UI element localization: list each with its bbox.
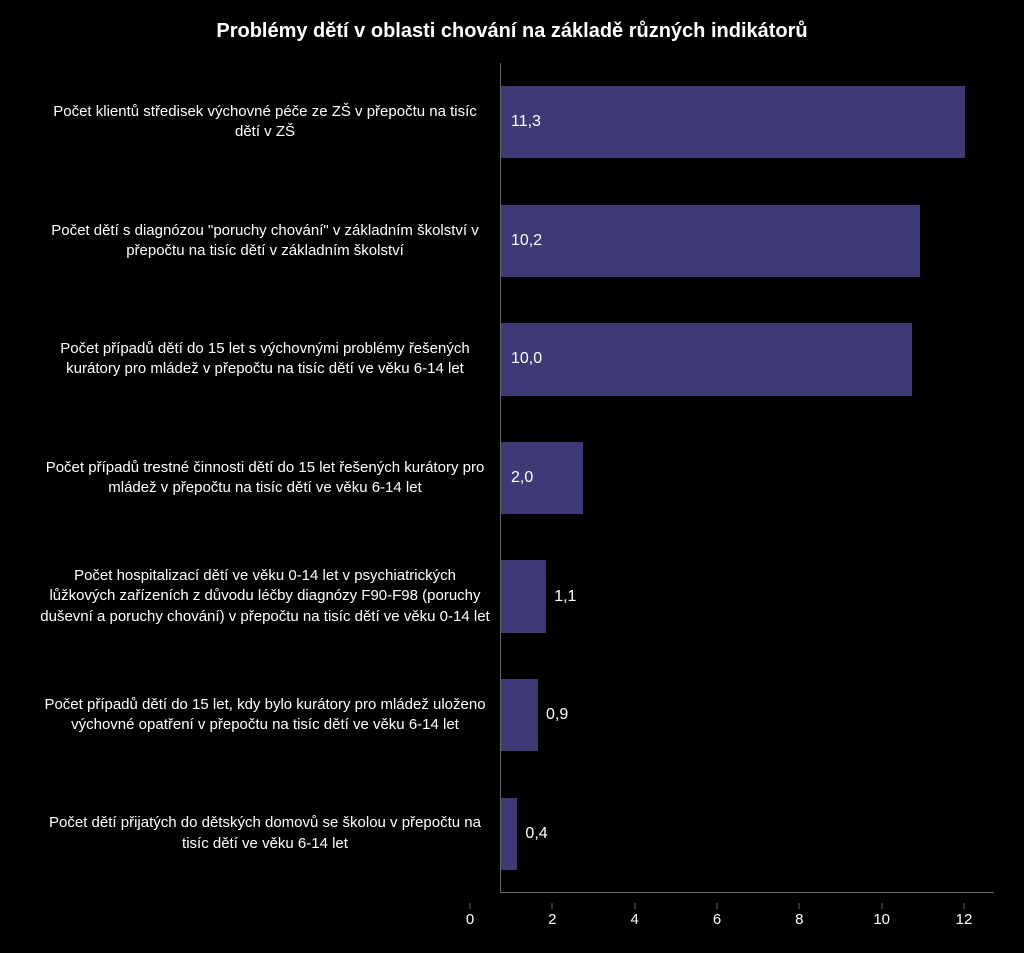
bar-row: 0,9: [501, 656, 994, 775]
bar-value-label: 10,0: [511, 350, 542, 368]
bar-value-label: 0,9: [546, 706, 568, 724]
bar-row: 2,0: [501, 419, 994, 538]
category-label: Počet dětí s diagnózou "poruchy chování"…: [30, 221, 500, 262]
x-tick-label: 2: [548, 911, 556, 928]
bar-row: 11,3: [501, 63, 994, 182]
category-row: Počet případů dětí do 15 let, kdy bylo k…: [30, 656, 500, 775]
x-tick-label: 6: [713, 911, 721, 928]
bar: 10,0: [501, 323, 912, 395]
category-label: Počet případů dětí do 15 let, kdy bylo k…: [30, 695, 500, 736]
bar: 10,2: [501, 205, 920, 277]
category-labels-column: Počet klientů středisek výchovné péče ze…: [30, 63, 500, 893]
bar-row: 10,2: [501, 182, 994, 301]
x-axis: 024681012: [470, 903, 1024, 933]
x-tick-label: 8: [795, 911, 803, 928]
chart-title: Problémy dětí v oblasti chování na zákla…: [30, 20, 994, 43]
bar-value-label: 2,0: [511, 469, 533, 487]
x-tick-mark: [717, 903, 718, 909]
bar: 11,3: [501, 86, 965, 158]
bar-value-label: 0,4: [525, 825, 547, 843]
category-row: Počet dětí přijatých do dětských domovů …: [30, 774, 500, 893]
x-tick-mark: [964, 903, 965, 909]
bar-row: 0,4: [501, 774, 994, 893]
category-row: Počet dětí s diagnózou "poruchy chování"…: [30, 182, 500, 301]
x-tick-mark: [799, 903, 800, 909]
bar: 1,1: [501, 560, 546, 632]
x-tick-mark: [634, 903, 635, 909]
category-row: Počet případů dětí do 15 let s výchovným…: [30, 300, 500, 419]
bar-row: 10,0: [501, 300, 994, 419]
category-label: Počet dětí přijatých do dětských domovů …: [30, 813, 500, 854]
bar-row: 1,1: [501, 537, 994, 656]
category-row: Počet hospitalizací dětí ve věku 0-14 le…: [30, 537, 500, 656]
plot-area: Počet klientů středisek výchovné péče ze…: [30, 63, 994, 893]
bar-value-label: 11,3: [511, 113, 541, 131]
category-label: Počet případů trestné činnosti dětí do 1…: [30, 458, 500, 499]
x-tick-mark: [881, 903, 882, 909]
category-row: Počet případů trestné činnosti dětí do 1…: [30, 419, 500, 538]
x-tick-label: 0: [466, 911, 474, 928]
bar: 2,0: [501, 442, 583, 514]
x-tick-mark: [552, 903, 553, 909]
bar-value-label: 10,2: [511, 232, 542, 250]
bars-column: 11,3 10,2 10,0 2,0 1,1 0,9 0,4: [500, 63, 994, 893]
category-label: Počet klientů středisek výchovné péče ze…: [30, 102, 500, 143]
bar: 0,9: [501, 679, 538, 751]
bar: 0,4: [501, 798, 517, 870]
category-row: Počet klientů středisek výchovné péče ze…: [30, 63, 500, 182]
category-label: Počet hospitalizací dětí ve věku 0-14 le…: [30, 566, 500, 627]
bar-value-label: 1,1: [554, 588, 576, 606]
x-tick-label: 12: [956, 911, 973, 928]
x-tick-label: 10: [873, 911, 890, 928]
category-label: Počet případů dětí do 15 let s výchovným…: [30, 339, 500, 380]
x-tick-mark: [470, 903, 471, 909]
chart-container: Problémy dětí v oblasti chování na zákla…: [0, 0, 1024, 953]
x-tick-label: 4: [630, 911, 638, 928]
